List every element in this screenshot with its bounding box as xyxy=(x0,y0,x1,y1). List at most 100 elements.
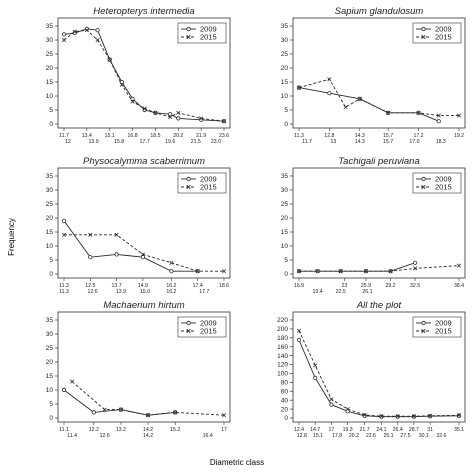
data-point-2015 xyxy=(118,407,124,412)
data-point-2015 xyxy=(88,232,93,237)
x-tick-label: 26.4 xyxy=(393,427,403,433)
y-tick-label: 20 xyxy=(281,215,289,222)
data-point-2015 xyxy=(145,413,151,418)
legend-label-2015: 2015 xyxy=(435,33,452,42)
data-point-2015 xyxy=(176,110,181,115)
x-tick-label: 15.1 xyxy=(313,433,323,439)
data-point-2015 xyxy=(119,82,124,87)
y-tick-label: 5 xyxy=(284,107,288,114)
x-tick-label: 17.0 xyxy=(409,139,419,145)
x-tick-label: 12.5 xyxy=(85,283,95,289)
series-line-2009 xyxy=(63,220,198,272)
data-point-2015 xyxy=(345,407,350,412)
panel-1: Heteropterys intermedia 0 5 10 15 20 25 30 35 11.… xyxy=(46,6,231,145)
data-point-2015 xyxy=(296,269,302,274)
data-point-2015 xyxy=(153,110,158,115)
x-tick-label: 11.3 xyxy=(59,289,69,295)
data-point-2009 xyxy=(61,32,67,37)
y-tick-label: 60 xyxy=(281,388,289,395)
x-tick-label: 23.6 xyxy=(219,133,229,139)
data-point-2015 xyxy=(456,413,462,418)
data-point-2015 xyxy=(142,106,147,111)
x-tick-label: 12.6 xyxy=(100,433,110,439)
x-tick-label: 11.3 xyxy=(59,283,69,289)
x-tick-label: 17.2 xyxy=(413,133,423,139)
panel-title: All the plot xyxy=(356,300,402,311)
x-tick-label: 26.1 xyxy=(362,289,372,295)
plot-frame xyxy=(292,311,466,423)
data-point-2015 xyxy=(379,414,384,419)
x-tick-label: 14.3 xyxy=(355,133,365,139)
y-tick-label: 10 xyxy=(281,243,289,250)
data-point-2015 xyxy=(428,413,433,418)
x-tick-label: 12 xyxy=(65,139,71,145)
plot-frame xyxy=(57,17,231,129)
x-tick-label: 11.3 xyxy=(294,133,304,139)
y-tick-label: 5 xyxy=(284,257,288,264)
y-tick-label: 10 xyxy=(281,93,289,100)
y-tick-label: 35 xyxy=(46,23,54,30)
x-tick-label: 17.4 xyxy=(193,283,203,289)
legend-label-2015: 2015 xyxy=(200,33,217,42)
x-tick-label: 23.0 xyxy=(211,139,221,145)
panel-title: Sapium glandulosum xyxy=(335,6,424,17)
data-point-2015 xyxy=(436,113,441,118)
data-point-2015 xyxy=(140,252,145,257)
data-point-2015 xyxy=(169,260,174,265)
data-point-2015 xyxy=(168,114,173,120)
panels-group: Heteropterys intermedia 0 5 10 15 20 25 30 35 11.… xyxy=(46,6,466,439)
data-point-2015 xyxy=(72,29,77,34)
plot-frame xyxy=(292,17,466,129)
data-point-2015 xyxy=(343,105,348,110)
y-tick-label: 20 xyxy=(46,359,54,366)
x-tick-label: 16.4 xyxy=(203,433,213,439)
x-tick-label: 17.7 xyxy=(140,139,150,145)
x-tick-label: 11.4 xyxy=(67,433,77,439)
x-tick-label: 30.1 xyxy=(419,433,429,439)
data-point-2015 xyxy=(386,110,391,115)
y-tick-label: 30 xyxy=(46,187,54,194)
x-tick-label: 16.2 xyxy=(166,283,176,289)
y-tick-label: 220 xyxy=(277,317,288,324)
data-point-2015 xyxy=(296,85,302,90)
y-tick-label: 5 xyxy=(49,401,53,408)
y-tick-label: 0 xyxy=(49,121,53,128)
y-tick-label: 25 xyxy=(46,201,54,208)
x-tick-label: 11.7 xyxy=(302,139,312,145)
x-tick-label: 23 xyxy=(342,283,348,289)
data-point-2015 xyxy=(388,269,393,274)
y-tick-label: 15 xyxy=(46,229,54,236)
data-point-2015 xyxy=(411,414,416,419)
x-tick-label: 15.2 xyxy=(170,427,180,433)
x-tick-label: 15.8 xyxy=(114,139,124,145)
x-tick-label: 14.9 xyxy=(138,283,148,289)
legend-label-2009: 2009 xyxy=(200,319,217,328)
x-axis-label: Diametric class xyxy=(210,458,264,467)
x-tick-label: 31 xyxy=(427,427,433,433)
y-tick-label: 15 xyxy=(281,229,289,236)
plot-frame xyxy=(57,311,231,423)
data-point-2015 xyxy=(221,269,227,274)
panel-2: Sapium glandulosum 0 5 10 15 20 25 30 35 11.3 12.8… xyxy=(281,6,466,145)
legend-marker-2015 xyxy=(421,184,426,190)
x-tick-label: 17.7 xyxy=(199,289,209,295)
data-point-2015 xyxy=(70,379,75,384)
y-tick-label: 35 xyxy=(281,173,289,180)
plot-frame xyxy=(57,167,231,279)
x-tick-label: 16.2 xyxy=(166,289,176,295)
x-tick-label: 19.6 xyxy=(165,139,175,145)
y-tick-label: 0 xyxy=(284,121,288,128)
y-tick-label: 0 xyxy=(284,415,288,422)
series-line-2015 xyxy=(298,78,459,117)
data-point-2015 xyxy=(114,232,119,237)
x-tick-label: 19.4 xyxy=(313,289,323,295)
legend-label-2009: 2009 xyxy=(200,175,217,184)
data-point-2009 xyxy=(114,252,119,257)
x-tick-label: 14.3 xyxy=(355,139,365,145)
data-point-2009 xyxy=(436,119,441,124)
x-tick-label: 38.4 xyxy=(454,283,464,289)
